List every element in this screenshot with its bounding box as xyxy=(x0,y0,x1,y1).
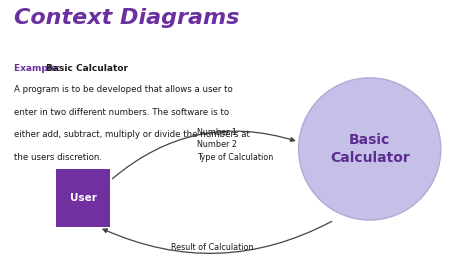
Text: either add, subtract, multiply or divide the numbers at: either add, subtract, multiply or divide… xyxy=(14,130,250,139)
Text: Result of Calculation: Result of Calculation xyxy=(171,243,253,252)
FancyBboxPatch shape xyxy=(56,169,110,227)
Text: enter in two different numbers. The software is to: enter in two different numbers. The soft… xyxy=(14,108,229,117)
Ellipse shape xyxy=(299,78,441,220)
Text: User: User xyxy=(70,193,96,203)
Text: Number 1
Number 2
Type of Calculation: Number 1 Number 2 Type of Calculation xyxy=(197,128,273,162)
FancyArrowPatch shape xyxy=(112,131,295,179)
Text: Basic
Calculator: Basic Calculator xyxy=(330,133,410,165)
Text: the users discretion.: the users discretion. xyxy=(14,153,102,162)
Text: Context Diagrams: Context Diagrams xyxy=(14,8,239,28)
FancyArrowPatch shape xyxy=(103,221,332,253)
Text: Example:: Example: xyxy=(14,64,64,73)
Text: Basic Calculator: Basic Calculator xyxy=(46,64,128,73)
Text: A program is to be developed that allows a user to: A program is to be developed that allows… xyxy=(14,85,233,94)
